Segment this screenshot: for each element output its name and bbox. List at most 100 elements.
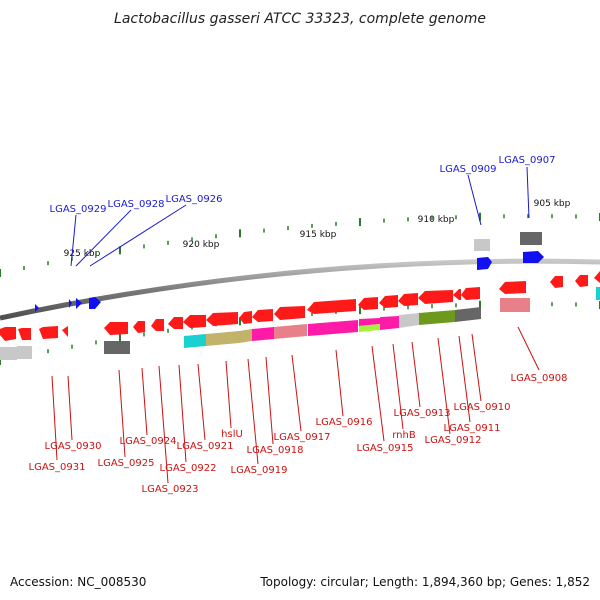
leader-lgas-0910: [471, 333, 482, 402]
map-title: Lactobacillus gasseri ATCC 33323, comple…: [114, 11, 486, 27]
gene-lgas-0909[interactable]: [477, 257, 492, 270]
category-box-16[interactable]: [500, 298, 530, 312]
ruler-label-915: 915 kbp: [300, 230, 337, 240]
genome-backbone: [0, 258, 600, 321]
category-box-10[interactable]: [359, 318, 380, 326]
label-lgas-0922[interactable]: LGAS_0922: [160, 463, 217, 474]
genome-summary-text: Topology: circular; Length: 1,894,360 bp…: [259, 575, 590, 589]
gene-lgas-0922[interactable]: [151, 319, 164, 331]
label-lgas-0930[interactable]: LGAS_0930: [45, 441, 102, 452]
gene-lgas-0928b[interactable]: [76, 298, 82, 309]
bottom-labels: LGAS_0930 LGAS_0931 LGAS_0925 LGAS_0924 …: [29, 373, 568, 495]
label-lgas-0908[interactable]: LGAS_0908: [511, 373, 568, 384]
label-lgas-0925[interactable]: LGAS_0925: [98, 458, 155, 469]
category-box-15[interactable]: [455, 307, 481, 322]
leader-lgas-0913: [411, 341, 421, 408]
label-lgas-0909[interactable]: LGAS_0909: [440, 164, 497, 175]
leader-lgas-0908: [517, 326, 540, 371]
gene-lgas-0913[interactable]: [379, 295, 398, 308]
leader-hslu: [225, 360, 232, 429]
label-lgas-0913[interactable]: LGAS_0913: [394, 408, 451, 419]
gene-lgas-0921[interactable]: [168, 317, 183, 329]
gene-lgas-0917[interactable]: [252, 309, 273, 322]
leader-lgas-0931: [51, 375, 58, 461]
gene-lgas-0918[interactable]: [239, 311, 252, 324]
gene-right-1[interactable]: [550, 276, 563, 288]
label-lgas-0929[interactable]: LGAS_0929: [50, 204, 107, 215]
label-lgas-0926[interactable]: LGAS_0926: [166, 194, 223, 205]
leader-lgas-0928: [75, 209, 132, 267]
gene-lgas-0911[interactable]: [418, 290, 453, 304]
gene-lgas-0907[interactable]: [523, 251, 544, 263]
gene-lgas-0924[interactable]: [104, 322, 128, 335]
category-box-13[interactable]: [399, 313, 419, 328]
leader-lgas-0915: [371, 345, 385, 442]
label-lgas-0915[interactable]: LGAS_0915: [357, 443, 414, 454]
label-lgas-0918[interactable]: LGAS_0918: [247, 445, 304, 456]
category-box-6[interactable]: [239, 329, 252, 343]
category-box-8[interactable]: [274, 324, 307, 339]
category-lane: [0, 287, 600, 360]
gene-right-3[interactable]: [594, 271, 600, 283]
gene-lgas-0916[interactable]: [274, 306, 305, 320]
gene-lgas-0915[interactable]: [307, 299, 356, 314]
category-box-9[interactable]: [308, 320, 358, 336]
label-lgas-0916[interactable]: LGAS_0916: [316, 417, 373, 428]
leader-lgas-0924: [141, 367, 148, 436]
gene-lgas-0930b[interactable]: [39, 326, 58, 339]
gene-lgas-0928[interactable]: [69, 299, 72, 308]
gene-lgas-0923[interactable]: [133, 321, 145, 333]
category-box-1[interactable]: [0, 347, 17, 360]
label-lgas-0928[interactable]: LGAS_0928: [108, 199, 165, 210]
label-lgas-0907[interactable]: LGAS_0907: [499, 155, 556, 166]
leader-lgas-0921: [197, 363, 206, 441]
gene-lgas-0926[interactable]: [89, 297, 101, 309]
accession-text: Accession: NC_008530: [10, 575, 146, 589]
gene-lgas-0919[interactable]: [206, 312, 238, 326]
reverse-lane: [0, 271, 600, 341]
leader-lgas-0909: [467, 174, 482, 226]
category-box-2[interactable]: [17, 346, 32, 359]
label-lgas-0912[interactable]: LGAS_0912: [425, 435, 482, 446]
gene-lgas-0930[interactable]: [18, 328, 31, 340]
gene-lgas-0909-box[interactable]: [474, 239, 490, 251]
category-box-3[interactable]: [104, 341, 130, 354]
label-lgas-0931[interactable]: LGAS_0931: [29, 462, 86, 473]
gene-lgas-0925[interactable]: [62, 326, 68, 337]
label-lgas-0917[interactable]: LGAS_0917: [274, 432, 331, 443]
gene-lgas-0907-box[interactable]: [520, 232, 542, 245]
label-lgas-0924[interactable]: LGAS_0924: [120, 436, 177, 447]
label-hslu[interactable]: hslU: [221, 429, 243, 440]
category-box-14[interactable]: [419, 310, 455, 325]
label-lgas-0919[interactable]: LGAS_0919: [231, 465, 288, 476]
top-leaders: [70, 166, 530, 267]
category-box-4[interactable]: [184, 334, 206, 348]
category-box-7[interactable]: [252, 327, 274, 341]
gene-lgas-0910b[interactable]: [461, 287, 480, 300]
leader-lgas-0929: [70, 214, 77, 267]
leader-rnhb: [392, 343, 404, 430]
leader-lgas-0916: [335, 349, 344, 417]
label-rnhb[interactable]: rnhB: [392, 430, 416, 441]
gene-lgas-0908[interactable]: [499, 281, 526, 294]
leader-lgas-0912: [437, 337, 451, 435]
label-lgas-0921[interactable]: LGAS_0921: [177, 441, 234, 452]
ruler-label-925: 925 kbp: [64, 249, 101, 259]
gene-lgas-0910[interactable]: [453, 289, 461, 300]
leader-lgas-0922: [178, 364, 187, 463]
gene-lgas-0912[interactable]: [398, 293, 418, 306]
gene-rnhb[interactable]: [358, 297, 378, 310]
category-box-17[interactable]: [596, 287, 600, 300]
label-lgas-0910[interactable]: LGAS_0910: [454, 402, 511, 413]
category-box-11[interactable]: [359, 324, 380, 332]
category-box-12[interactable]: [380, 316, 399, 330]
category-box-5[interactable]: [206, 331, 239, 346]
gene-hslu[interactable]: [183, 315, 206, 328]
gene-right-2[interactable]: [575, 275, 588, 287]
label-lgas-0923[interactable]: LGAS_0923: [142, 484, 199, 495]
label-lgas-0911[interactable]: LGAS_0911: [444, 423, 501, 434]
gene-lgas-0931[interactable]: [0, 327, 16, 341]
gene-lgas-0929[interactable]: [35, 304, 39, 312]
forward-lane: [35, 232, 544, 312]
